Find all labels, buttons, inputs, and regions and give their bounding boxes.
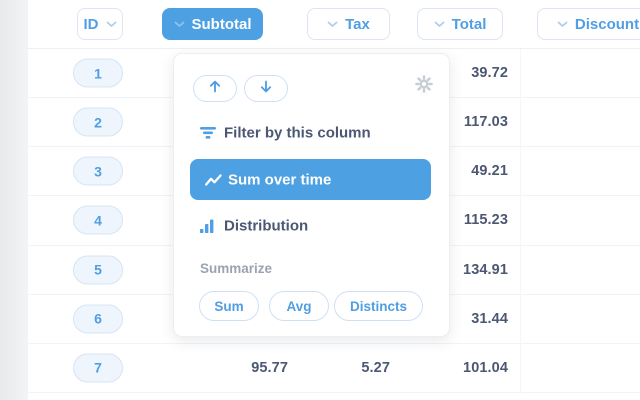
column-header-discount[interactable]: Discount — [537, 8, 640, 40]
column-header-label: Total — [451, 15, 487, 33]
column-header-tax[interactable]: Tax — [307, 8, 390, 40]
id-cell[interactable]: 5 — [73, 255, 123, 285]
subtotal-cell[interactable]: 95.77 — [251, 359, 288, 376]
line-chart-icon — [205, 173, 222, 186]
filter-icon — [200, 127, 216, 140]
table-row: 2 117.03 — [28, 98, 640, 148]
column-header-label: Tax — [345, 15, 370, 33]
id-cell[interactable]: 3 — [73, 156, 123, 186]
menu-item-label: Filter by this column — [224, 124, 371, 142]
summarize-avg-button[interactable]: Avg — [269, 291, 329, 321]
sort-ascending-button[interactable] — [193, 75, 237, 102]
menu-item-label: Distribution — [224, 217, 309, 235]
total-cell[interactable]: 134.91 — [463, 261, 508, 278]
chevron-down-icon — [557, 21, 568, 28]
column-divider — [520, 49, 521, 393]
id-cell[interactable]: 1 — [73, 58, 123, 88]
id-cell[interactable]: 2 — [73, 107, 123, 137]
total-cell[interactable]: 101.04 — [463, 359, 508, 376]
header-divider — [28, 48, 640, 49]
id-cell[interactable]: 4 — [73, 205, 123, 235]
menu-item-filter[interactable]: Filter by this column — [174, 117, 449, 149]
menu-item-label: Sum over time — [228, 171, 332, 188]
id-cell[interactable]: 6 — [73, 304, 123, 334]
column-actions-popover: Filter by this column Sum over time Dist… — [173, 53, 450, 337]
sort-descending-button[interactable] — [244, 75, 288, 102]
id-cell[interactable]: 7 — [73, 353, 123, 383]
arrow-up-icon — [208, 79, 222, 99]
menu-item-distribution[interactable]: Distribution — [174, 210, 449, 242]
table-row: 7 95.77 5.27 101.04 — [28, 344, 640, 393]
chevron-down-icon — [434, 21, 445, 28]
column-header-id[interactable]: ID — [77, 8, 123, 40]
chevron-down-icon — [327, 21, 338, 28]
chevron-down-icon — [106, 21, 117, 28]
table-row: 6 31.44 — [28, 295, 640, 344]
total-cell[interactable]: 49.21 — [471, 163, 508, 180]
column-header-total[interactable]: Total — [417, 8, 503, 40]
arrow-down-icon — [259, 79, 273, 99]
app-background-strip — [0, 0, 28, 400]
summarize-sum-button[interactable]: Sum — [199, 291, 259, 321]
bar-chart-icon — [200, 219, 214, 234]
summarize-section-label: Summarize — [200, 261, 273, 276]
total-cell[interactable]: 31.44 — [471, 310, 508, 327]
total-cell[interactable]: 115.23 — [463, 212, 508, 229]
menu-item-sum-over-time[interactable]: Sum over time — [190, 159, 431, 200]
chevron-down-icon — [174, 21, 185, 28]
column-header-label: ID — [83, 15, 99, 33]
column-header-label: Discount — [574, 15, 640, 33]
gear-icon[interactable] — [413, 73, 435, 95]
summarize-distincts-button[interactable]: Distincts — [334, 291, 423, 321]
total-cell[interactable]: 117.03 — [463, 114, 508, 131]
column-header-label: Subtotal — [191, 15, 252, 33]
column-header-subtotal[interactable]: Subtotal — [162, 8, 263, 40]
total-cell[interactable]: 39.72 — [471, 65, 508, 82]
tax-cell[interactable]: 5.27 — [361, 359, 390, 376]
